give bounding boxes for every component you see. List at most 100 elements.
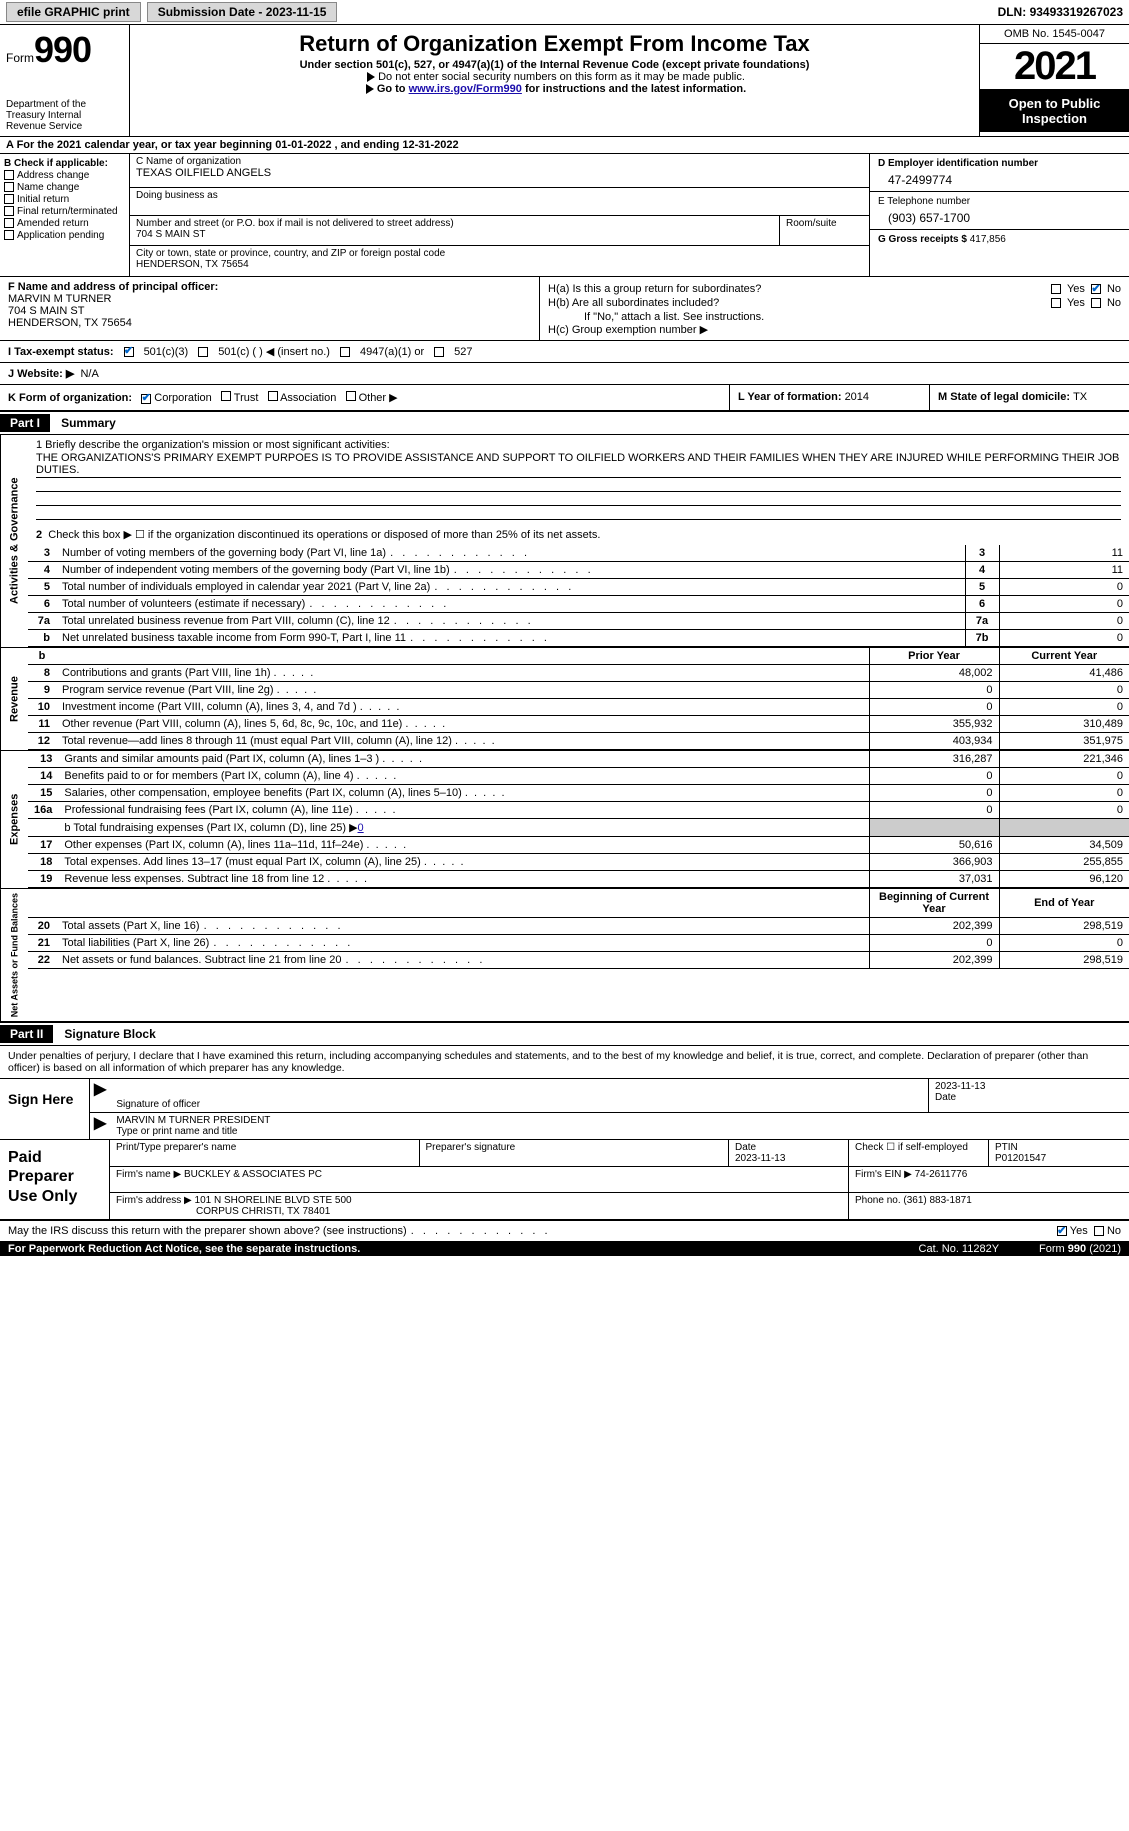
tax-exempt-label: I Tax-exempt status: (8, 346, 114, 358)
period-line: A For the 2021 calendar year, or tax yea… (0, 137, 1129, 154)
line-num: 15 (28, 785, 58, 802)
submission-date-value: 2023-11-15 (266, 5, 327, 19)
chk-initial-return[interactable] (4, 194, 14, 204)
chk-address-change[interactable] (4, 170, 14, 180)
line-val: 11 (999, 562, 1129, 579)
chk-label: Final return/terminated (17, 206, 118, 217)
opt-label: Association (280, 392, 336, 404)
chk-527[interactable] (434, 347, 444, 357)
yes-label: Yes (1067, 297, 1085, 309)
mission-label: 1 Briefly describe the organization's mi… (36, 439, 1121, 451)
h-a-yes[interactable] (1051, 284, 1061, 294)
line-desc: Contributions and grants (Part VIII, lin… (56, 665, 869, 682)
phone-value: (903) 657-1700 (878, 207, 1121, 225)
print-name-label: Type or print name and title (116, 1126, 1123, 1137)
signature-field[interactable] (116, 1081, 922, 1099)
org-name: TEXAS OILFIELD ANGELS (136, 167, 863, 179)
line-desc: Program service revenue (Part VIII, line… (56, 682, 869, 699)
chk-other[interactable] (346, 391, 356, 401)
net-assets-table: Beginning of Current YearEnd of Year 20 … (28, 889, 1129, 969)
line-desc: Total number of individuals employed in … (56, 579, 965, 596)
irs-link[interactable]: www.irs.gov/Form990 (409, 83, 522, 95)
chk-4947[interactable] (340, 347, 350, 357)
no-label: No (1107, 1225, 1121, 1237)
triangle-icon (367, 72, 375, 82)
chk-501c3[interactable] (124, 347, 134, 357)
city-box: City or town, state or province, country… (130, 246, 869, 276)
mission-block: 1 Briefly describe the organization's mi… (28, 435, 1129, 524)
chk-501c[interactable] (198, 347, 208, 357)
prior-year-val: 403,934 (869, 733, 999, 750)
line-num: 6 (28, 596, 56, 613)
firm-phone-cell: Phone no. (361) 883-1871 (849, 1193, 1129, 1219)
paid-preparer-section: Paid Preparer Use Only Print/Type prepar… (0, 1140, 1129, 1221)
chk-name-change[interactable] (4, 182, 14, 192)
line-2: 2 Check this box ▶ ☐ if the organization… (28, 524, 1129, 545)
blank-line (36, 492, 1121, 506)
ein-label: D Employer identification number (878, 158, 1121, 169)
revenue-section: Revenue bPrior YearCurrent Year 8 Contri… (0, 648, 1129, 751)
footer-left: For Paperwork Reduction Act Notice, see … (8, 1243, 879, 1255)
street-value: 704 S MAIN ST (136, 229, 773, 240)
no-label: No (1107, 297, 1121, 309)
opt-label: Trust (234, 392, 259, 404)
arrow-icon: ▶ (90, 1079, 110, 1112)
row-klm: K Form of organization: Corporation Trus… (0, 385, 1129, 412)
end-year-hdr: End of Year (999, 889, 1129, 918)
officer-label: F Name and address of principal officer: (8, 281, 531, 293)
row-i: I Tax-exempt status: 501(c)(3) 501(c) ( … (0, 341, 1129, 363)
line-num: 9 (28, 682, 56, 699)
expenses-section: Expenses 13 Grants and similar amounts p… (0, 751, 1129, 889)
line-num: 16a (28, 802, 58, 819)
sign-here-label: Sign Here (0, 1079, 90, 1139)
city-value: HENDERSON, TX 75654 (136, 259, 863, 270)
beginning-year-hdr: Beginning of Current Year (869, 889, 999, 918)
chk-amended-return[interactable] (4, 218, 14, 228)
current-year-val: 41,486 (999, 665, 1129, 682)
footer-right: Form 990 (2021) (1039, 1243, 1121, 1255)
omb-number: OMB No. 1545-0047 (980, 25, 1129, 44)
prep-ptin: PTINP01201547 (989, 1140, 1129, 1167)
mission-text: THE ORGANIZATIONS'S PRIMARY EXEMPT PURPO… (36, 451, 1121, 478)
part-ii-num: Part II (0, 1025, 53, 1043)
discuss-yes[interactable] (1057, 1226, 1067, 1236)
prep-name-hdr: Print/Type preparer's name (110, 1140, 420, 1167)
chk-trust[interactable] (221, 391, 231, 401)
prior-year-val: 366,903 (869, 854, 999, 871)
submission-date-button[interactable]: Submission Date - 2023-11-15 (147, 2, 338, 22)
h-b-yes[interactable] (1051, 298, 1061, 308)
line-val: 0 (999, 596, 1129, 613)
state-domicile-val: TX (1073, 391, 1087, 403)
line-16b-val[interactable]: 0 (358, 822, 364, 834)
officer-name: MARVIN M TURNER (8, 293, 531, 305)
line-desc: Professional fundraising fees (Part IX, … (58, 802, 869, 819)
opt-label: 527 (454, 346, 472, 358)
org-name-label: C Name of organization (136, 156, 863, 167)
row-j: J Website: ▶ N/A (0, 363, 1129, 385)
form-title: Return of Organization Exempt From Incom… (136, 31, 973, 57)
opt-label: Corporation (154, 392, 211, 404)
line-val: 0 (999, 579, 1129, 596)
chk-final-return[interactable] (4, 206, 14, 216)
h-b-no[interactable] (1091, 298, 1101, 308)
chk-corp[interactable] (141, 394, 151, 404)
form-note-1: Do not enter social security numbers on … (136, 71, 973, 83)
yes-label: Yes (1067, 283, 1085, 295)
line-16b: b Total fundraising expenses (Part IX, c… (58, 819, 869, 837)
box-g: G Gross receipts $ 417,856 (870, 230, 1129, 249)
current-year-val: 34,509 (999, 837, 1129, 854)
prep-self-employed: Check ☐ if self-employed (849, 1140, 989, 1167)
dln: DLN: 93493319267023 (998, 5, 1123, 19)
prior-year-val: 0 (869, 682, 999, 699)
opt-label: 501(c)(3) (144, 346, 189, 358)
h-a-no[interactable] (1091, 284, 1101, 294)
dba-label: Doing business as (136, 190, 863, 201)
chk-assoc[interactable] (268, 391, 278, 401)
efile-print-button[interactable]: efile GRAPHIC print (6, 2, 141, 22)
line-num: 17 (28, 837, 58, 854)
header-right: OMB No. 1545-0047 2021 Open to Public In… (979, 25, 1129, 136)
chk-application-pending[interactable] (4, 230, 14, 240)
discuss-no[interactable] (1094, 1226, 1104, 1236)
line-box: 3 (965, 545, 999, 562)
beginning-val: 202,399 (869, 952, 999, 969)
